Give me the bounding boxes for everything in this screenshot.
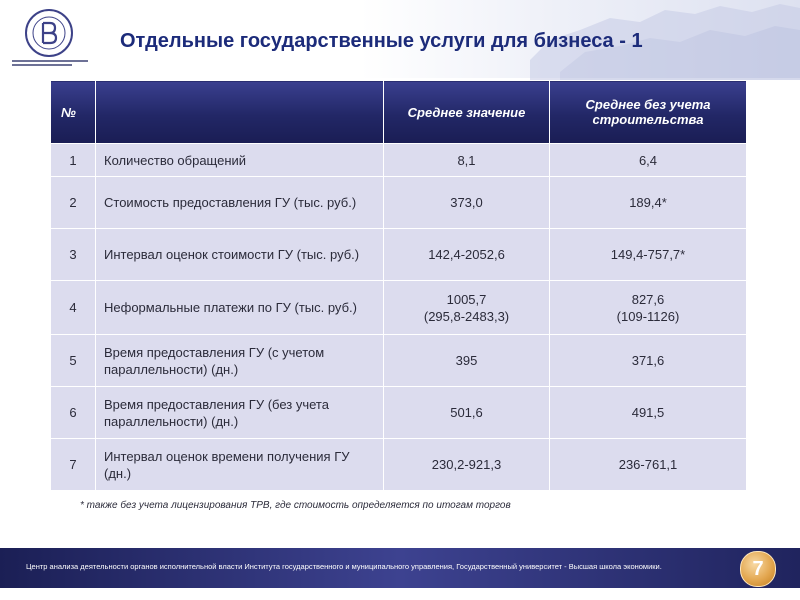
row-average: 8,1 — [383, 143, 550, 177]
row-indicator: Интервал оценок стоимости ГУ (тыс. руб.) — [95, 228, 384, 281]
row-average: 501,6 — [383, 386, 550, 439]
footnote: * также без учета лицензирования ТРВ, гд… — [80, 500, 511, 511]
row-average: 1005,7 (295,8-2483,3) — [383, 280, 550, 335]
row-indicator: Время предоставления ГУ (с учетом паралл… — [95, 334, 384, 387]
row-average-no-construction: 491,5 — [549, 386, 747, 439]
page-title: Отдельные государственные услуги для биз… — [120, 30, 643, 52]
row-number: 2 — [50, 176, 96, 229]
page-number-badge: 7 — [740, 551, 776, 587]
row-average-no-construction: 189,4* — [549, 176, 747, 229]
row-average: 395 — [383, 334, 550, 387]
table-row: 4 Неформальные платежи по ГУ (тыс. руб.)… — [50, 280, 747, 335]
row-average: 142,4-2052,6 — [383, 228, 550, 281]
row-indicator: Интервал оценок времени получения ГУ (дн… — [95, 438, 384, 491]
row-average: 373,0 — [383, 176, 550, 229]
column-header-number: № — [50, 80, 96, 144]
row-average-no-construction: 149,4-757,7* — [549, 228, 747, 281]
table-row: 2 Стоимость предоставления ГУ (тыс. руб.… — [50, 176, 747, 229]
footer-text: Центр анализа деятельности органов испол… — [26, 562, 662, 571]
column-header-indicator — [95, 80, 384, 144]
table-row: 1 Количество обращений 8,1 6,4 — [50, 143, 747, 177]
row-number: 1 — [50, 143, 96, 177]
table-row: 3 Интервал оценок стоимости ГУ (тыс. руб… — [50, 228, 747, 281]
university-logo-icon — [25, 9, 73, 57]
row-number: 7 — [50, 438, 96, 491]
row-number: 5 — [50, 334, 96, 387]
row-average-no-construction: 827,6 (109-1126) — [549, 280, 747, 335]
table-header-row: № Среднее значение Среднее без учета стр… — [50, 80, 747, 144]
row-number: 6 — [50, 386, 96, 439]
row-indicator: Количество обращений — [95, 143, 384, 177]
table-row: 5 Время предоставления ГУ (с учетом пара… — [50, 334, 747, 387]
column-header-average: Среднее значение — [383, 80, 550, 144]
column-header-average-no-construction: Среднее без учета строительства — [549, 80, 747, 144]
table-row: 7 Интервал оценок времени получения ГУ (… — [50, 438, 747, 491]
row-average-no-construction: 371,6 — [549, 334, 747, 387]
row-number: 4 — [50, 280, 96, 335]
row-number: 3 — [50, 228, 96, 281]
logo-caption — [12, 60, 88, 72]
footer-bar: Центр анализа деятельности органов испол… — [0, 548, 800, 588]
row-indicator: Время предоставления ГУ (без учета парал… — [95, 386, 384, 439]
map-decoration-icon — [530, 4, 800, 80]
services-table: № Среднее значение Среднее без учета стр… — [50, 80, 747, 491]
table-row: 6 Время предоставления ГУ (без учета пар… — [50, 386, 747, 439]
row-indicator: Стоимость предоставления ГУ (тыс. руб.) — [95, 176, 384, 229]
row-average-no-construction: 236-761,1 — [549, 438, 747, 491]
row-indicator: Неформальные платежи по ГУ (тыс. руб.) — [95, 280, 384, 335]
row-average: 230,2-921,3 — [383, 438, 550, 491]
row-average-no-construction: 6,4 — [549, 143, 747, 177]
